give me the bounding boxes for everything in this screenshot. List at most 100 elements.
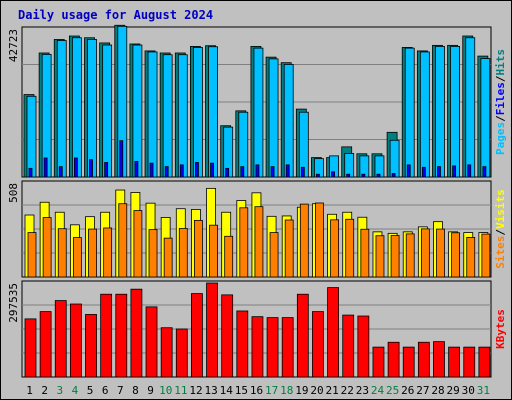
day-label-12: 12 (189, 384, 202, 397)
bar-sites-day-15 (239, 207, 249, 278)
bar-kbytes-day-31 (478, 346, 491, 378)
bar-files-day-12 (193, 47, 203, 178)
bar-kbytes-day-15 (236, 310, 249, 378)
day-label-15: 15 (235, 384, 248, 397)
bar-kbytes-day-26 (402, 346, 415, 378)
bar-files-day-4 (71, 37, 82, 178)
bar-files-day-9 (147, 51, 158, 178)
bar-sites-day-9 (148, 229, 158, 278)
bar-pages-day-12 (195, 162, 199, 178)
day-label-7: 7 (117, 384, 124, 397)
bar-sites-day-20 (315, 202, 324, 278)
bar-sites-day-4 (72, 237, 82, 278)
legend-entry-hits: Hits (494, 49, 507, 76)
bar-pages-day-24 (376, 173, 381, 178)
bar-sites-day-2 (42, 217, 52, 278)
bar-sites-day-16 (254, 206, 264, 278)
bar-files-day-3 (56, 40, 67, 178)
bar-kbytes-day-14 (221, 294, 234, 378)
day-label-6: 6 (102, 384, 109, 397)
bar-sites-day-23 (360, 228, 370, 278)
bar-pages-day-6 (104, 162, 109, 178)
legend-separator: / (494, 115, 507, 122)
bar-sites-day-26 (405, 233, 415, 278)
bar-pages-day-17 (270, 166, 275, 178)
bar-files-day-6 (102, 44, 113, 178)
bar-files-day-10 (162, 54, 173, 178)
bar-files-day-5 (87, 39, 97, 178)
bar-kbytes-day-19 (296, 293, 309, 378)
bar-sites-day-12 (194, 219, 203, 278)
legend-separator: / (494, 75, 507, 82)
axis-max-label-hits_files_pages: 42723 (7, 29, 20, 62)
bar-files-day-30 (465, 37, 476, 178)
bar-pages-day-28 (437, 166, 441, 178)
day-label-20: 20 (310, 384, 323, 397)
day-label-14: 14 (220, 384, 234, 397)
bar-pages-day-22 (346, 173, 351, 178)
bar-pages-day-19 (300, 166, 305, 178)
bar-kbytes-day-28 (433, 341, 445, 378)
bar-pages-day-7 (119, 140, 124, 178)
bar-files-day-29 (450, 46, 461, 178)
legend-entry-visits: Visits (494, 189, 507, 229)
bar-kbytes-day-22 (342, 314, 355, 378)
day-label-22: 22 (341, 384, 354, 397)
bar-kbytes-day-20 (312, 311, 324, 378)
bar-kbytes-day-13 (206, 282, 218, 378)
bar-files-day-25 (389, 139, 400, 178)
bar-sites-day-7 (118, 203, 128, 278)
day-label-2: 2 (41, 384, 48, 397)
bar-sites-day-10 (163, 237, 173, 278)
day-label-26: 26 (401, 384, 414, 397)
bar-files-day-26 (404, 47, 415, 178)
bar-sites-day-1 (27, 232, 37, 278)
side-legend-visits_sites: Sites/Visits (494, 189, 507, 269)
day-label-1: 1 (26, 384, 33, 397)
bar-pages-day-20 (316, 173, 320, 178)
bar-files-day-16 (253, 47, 264, 178)
bar-pages-day-23 (361, 173, 366, 178)
bar-sites-day-21 (330, 219, 339, 278)
day-label-13: 13 (204, 384, 217, 397)
bar-pages-day-2 (43, 157, 48, 178)
bar-kbytes-day-4 (69, 303, 82, 378)
bar-kbytes-day-11 (175, 328, 188, 378)
bar-sites-day-11 (178, 228, 188, 278)
day-label-30: 30 (462, 384, 475, 397)
bar-files-day-11 (177, 54, 188, 178)
bar-sites-day-19 (299, 203, 309, 278)
bar-kbytes-day-6 (100, 293, 113, 378)
bar-pages-day-21 (331, 171, 335, 178)
bar-kbytes-day-17 (266, 317, 279, 378)
bar-kbytes-day-25 (387, 341, 400, 378)
bar-files-day-22 (344, 153, 355, 178)
day-label-9: 9 (147, 384, 154, 397)
bar-files-day-1 (26, 95, 37, 178)
bar-pages-day-9 (149, 162, 154, 178)
bar-kbytes-day-16 (251, 316, 264, 378)
bar-kbytes-day-10 (160, 327, 173, 378)
day-label-21: 21 (326, 384, 339, 397)
bar-sites-day-13 (209, 224, 218, 278)
bar-sites-day-28 (436, 228, 445, 278)
side-legend-kbytes: KBytes (494, 309, 507, 349)
bar-sites-day-5 (88, 228, 97, 278)
bar-kbytes-day-27 (417, 341, 430, 378)
axis-max-label-visits_sites: 508 (7, 183, 20, 203)
day-label-16: 16 (250, 384, 263, 397)
day-label-17: 17 (265, 384, 278, 397)
legend-entry-pages: Pages (494, 122, 507, 155)
axis-max-label-kbytes: 297535 (7, 283, 20, 323)
bar-pages-day-3 (58, 166, 63, 178)
bar-kbytes-day-30 (463, 346, 476, 378)
bar-kbytes-day-12 (191, 293, 203, 378)
bar-kbytes-day-21 (327, 287, 339, 378)
day-label-31: 31 (477, 384, 490, 397)
bar-pages-day-14 (225, 167, 230, 178)
bar-kbytes-day-3 (54, 300, 67, 378)
panel-visits_sites: 508 Sites/Visits (7, 180, 507, 278)
legend-entry-files: Files (494, 82, 507, 115)
bar-sites-day-27 (420, 228, 430, 278)
